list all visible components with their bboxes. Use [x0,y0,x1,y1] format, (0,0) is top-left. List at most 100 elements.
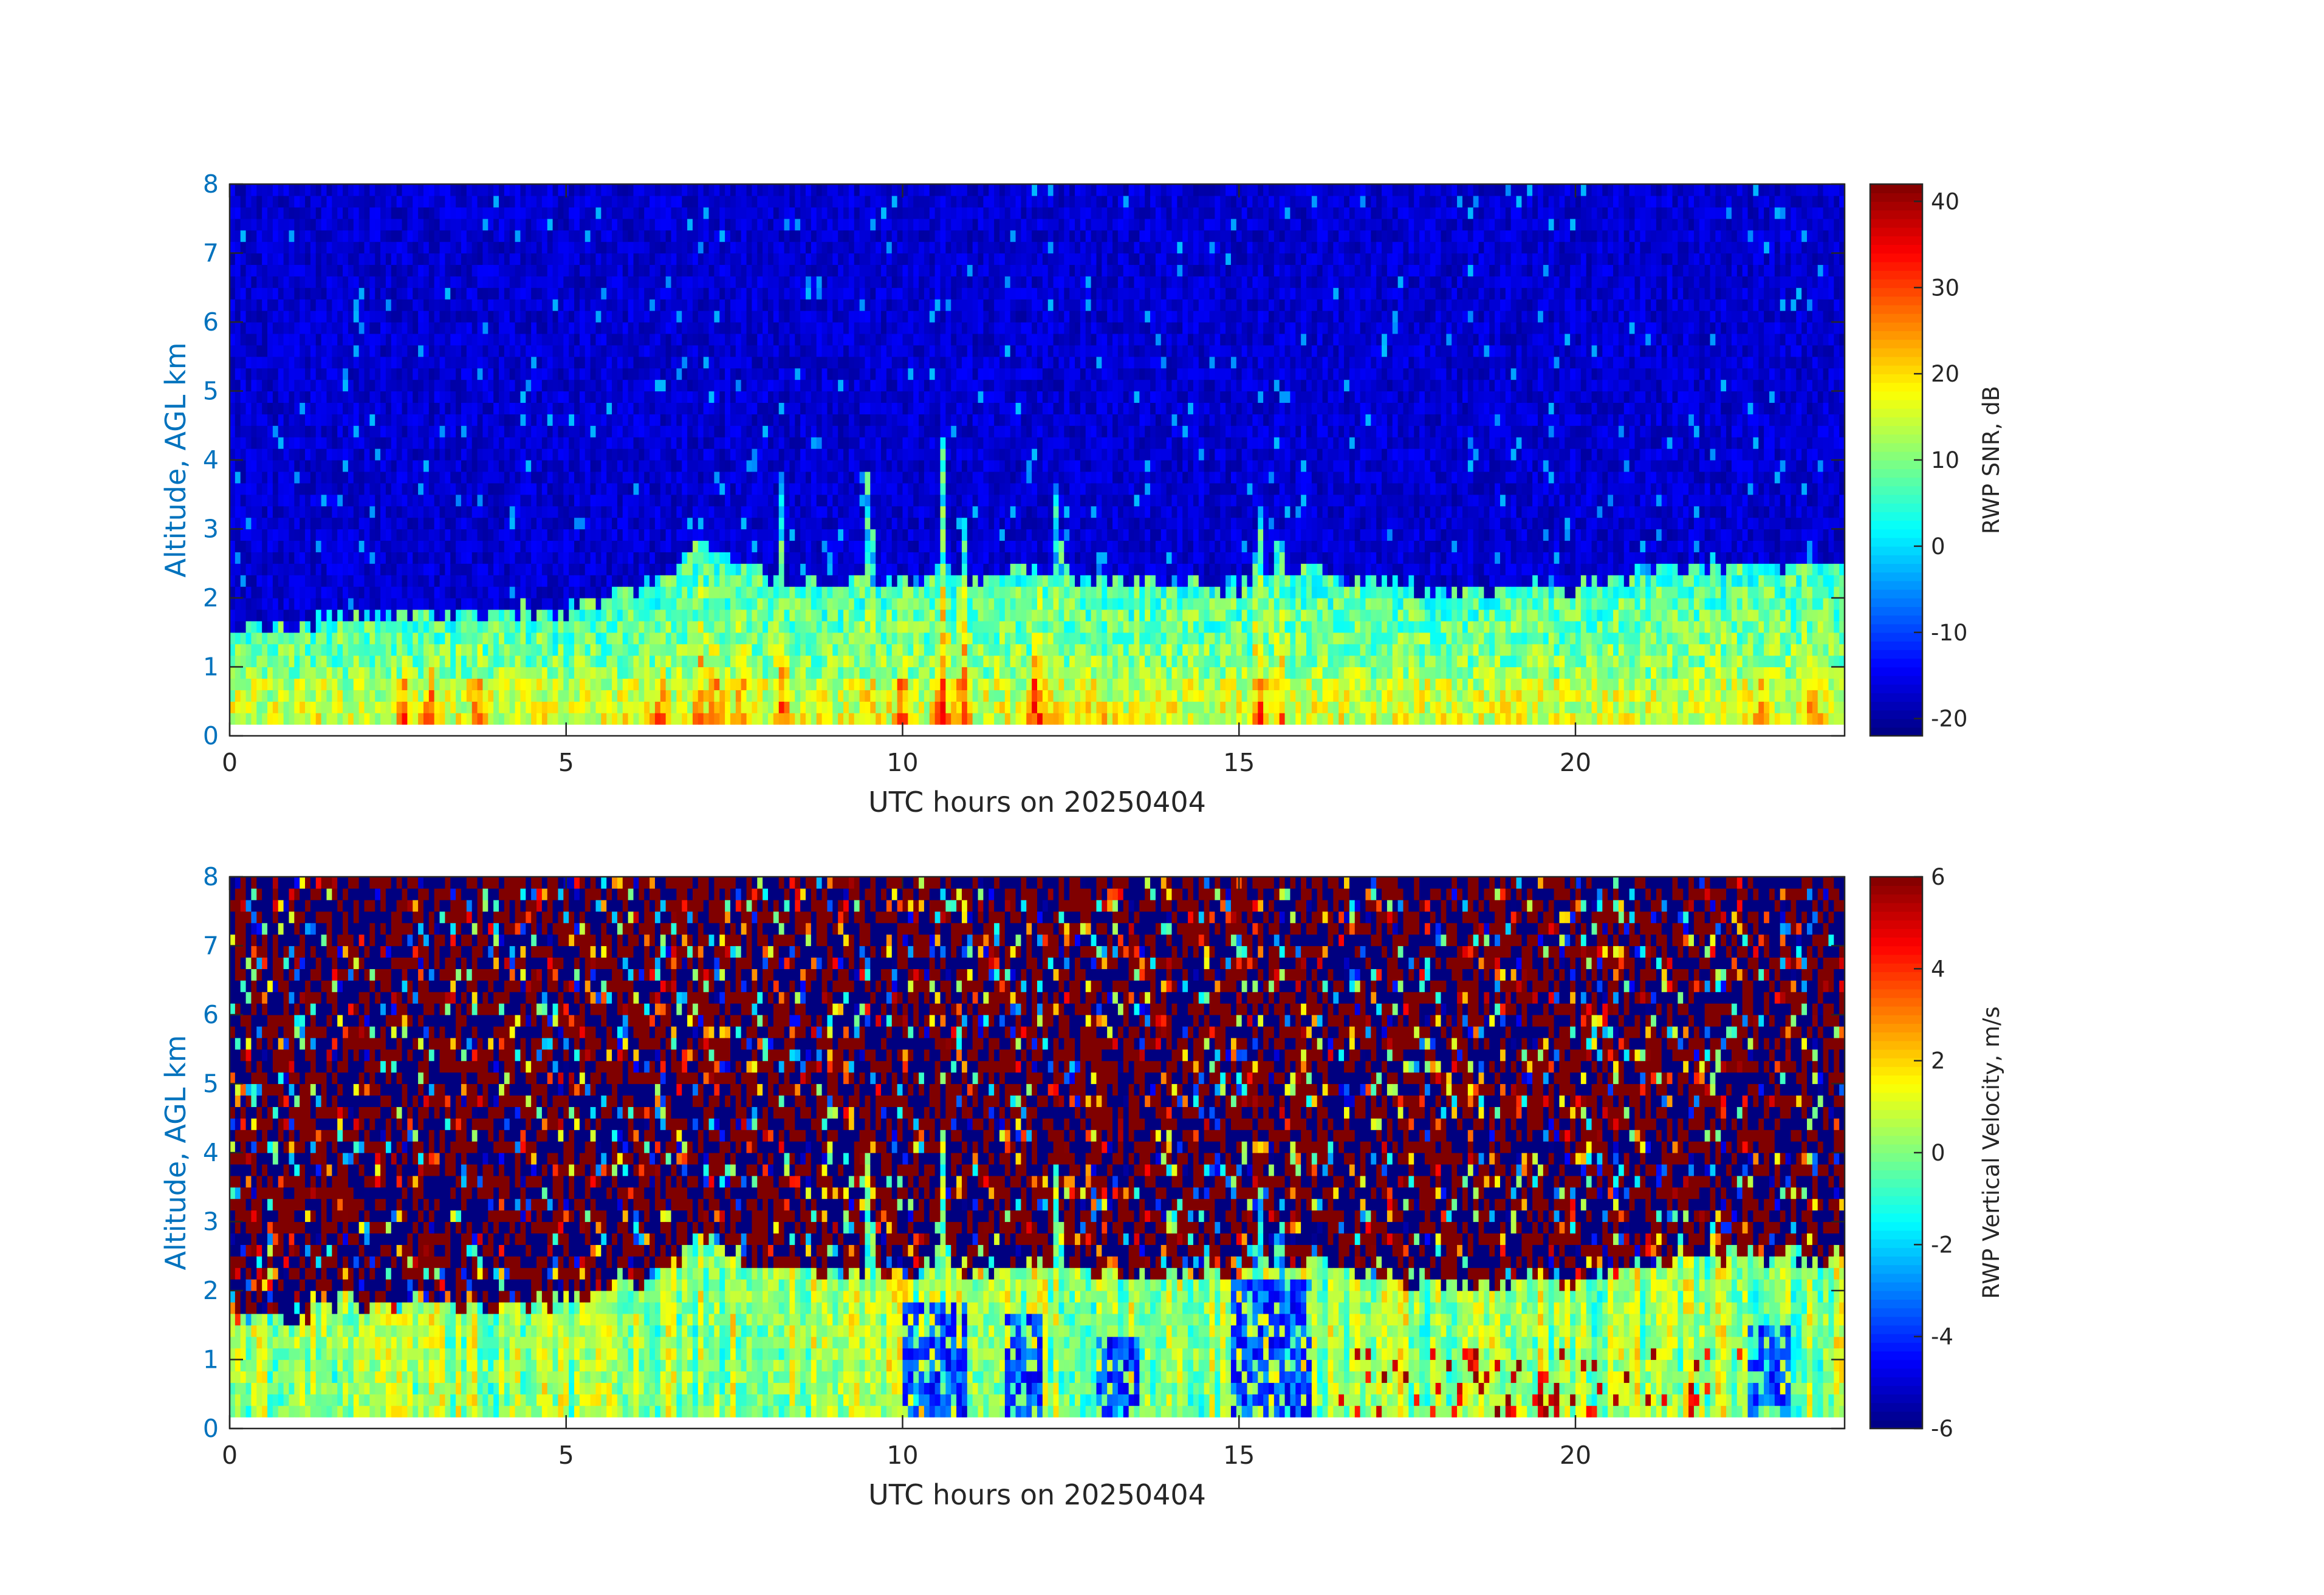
snr-cell [273,552,278,564]
snr-cell [332,678,337,690]
snr-cell [445,529,450,541]
snr-cell [747,563,752,575]
snr-cell [472,391,478,403]
snr-cell [779,483,784,495]
snr-cell [757,402,763,414]
snr-cell [628,552,634,564]
snr-cell [321,678,327,690]
snr-cell [628,701,634,713]
snr-cell [289,448,294,461]
snr-cell [650,334,655,346]
snr-cell [488,690,493,702]
snr-cell [569,621,574,633]
snr-cell [617,264,623,276]
snr-cell [348,425,354,437]
snr-cell [650,368,655,380]
snr-cell [478,586,483,599]
snr-cell [316,701,321,713]
snr-cell [467,563,472,575]
snr-cell [450,713,456,725]
snr-cell [719,334,725,346]
snr-cell [310,598,316,610]
snr-cell [747,644,752,656]
snr-cell [542,529,547,541]
snr-cell [482,310,488,323]
snr-cell [326,242,332,254]
snr-cell [612,633,617,645]
snr-cell [343,598,348,610]
snr-cell [434,334,440,346]
snr-cell [784,518,790,530]
snr-cell [294,391,300,403]
snr-cell [423,518,429,530]
snr-cell [757,598,763,610]
snr-cell [768,460,773,472]
snr-cell [671,334,677,346]
snr-cell [365,334,370,346]
snr-cell [326,276,332,288]
snr-cell [623,276,628,288]
snr-cell [262,402,267,414]
snr-cell [639,483,644,495]
snr-cell [569,529,574,541]
snr-cell [784,529,790,541]
snr-cell [623,310,628,323]
snr-cell [423,598,429,610]
snr-cell [321,621,327,633]
snr-cell [456,437,461,449]
snr-cell [241,253,246,266]
snr-cell [241,230,246,242]
snr-cell [493,472,499,484]
snr-cell [386,425,391,437]
snr-cell [413,276,418,288]
snr-cell [660,402,666,414]
snr-cell [639,472,644,484]
snr-cell [450,242,456,254]
snr-cell [510,483,515,495]
snr-cell [305,460,310,472]
snr-cell [493,219,499,231]
snr-cell [623,196,628,208]
snr-cell [418,287,423,300]
snr-cell [585,518,591,530]
snr-cell [558,529,563,541]
snr-cell [650,242,655,254]
snr-cell [580,253,585,266]
snr-cell [375,230,380,242]
snr-cell [531,690,536,702]
snr-cell [504,334,510,346]
snr-cell [246,518,252,530]
snr-cell [698,644,704,656]
snr-cell [741,414,747,426]
snr-cell [714,299,719,311]
snr-cell [434,380,440,392]
snr-cell [440,667,445,679]
snr-cell [418,276,423,288]
snr-cell [461,242,467,254]
snr-cell [574,518,580,530]
snr-cell [585,701,591,713]
snr-cell [365,219,370,231]
snr-cell [601,598,606,610]
snr-cell [714,483,719,495]
snr-cell [536,402,542,414]
snr-cell [326,506,332,518]
snr-cell [461,196,467,208]
snr-cell [606,644,612,656]
snr-cell [407,609,413,622]
snr-cell [294,529,300,541]
snr-cell [536,575,542,587]
snr-cell [493,425,499,437]
snr-cell [380,219,386,231]
snr-cell [423,713,429,725]
snr-cell [736,334,741,346]
snr-cell [423,644,429,656]
snr-cell [499,678,504,690]
snr-cell [278,633,284,645]
snr-cell [230,713,235,725]
snr-cell [655,448,660,461]
snr-cell [262,219,267,231]
snr-cell [493,414,499,426]
snr-cell [644,656,650,668]
snr-cell [763,287,768,300]
